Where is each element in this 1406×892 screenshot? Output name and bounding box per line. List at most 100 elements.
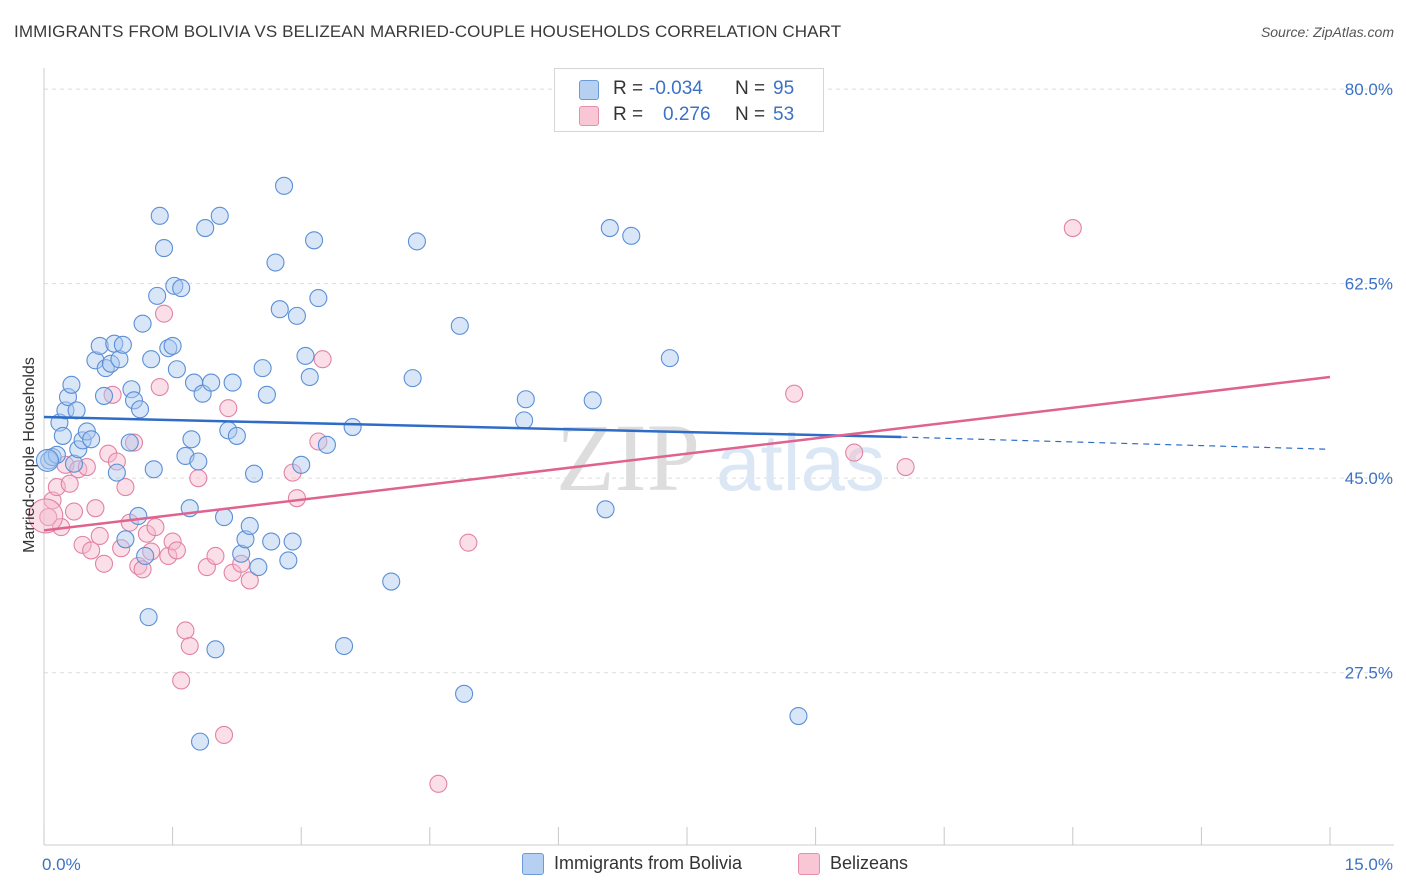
- bolivia-point: [120, 433, 139, 452]
- bolivia-point: [583, 391, 602, 410]
- legend-n-value: 53: [773, 104, 795, 125]
- bolivia-trend-line: [43, 415, 902, 439]
- bolivia-point: [101, 354, 120, 373]
- bolivia-point: [190, 732, 210, 751]
- bolivia-point: [266, 253, 285, 272]
- bolivia-point-cluster: [35, 448, 59, 472]
- bolivia-point: [244, 464, 264, 483]
- bolivia-point: [133, 314, 152, 333]
- bolivia-point: [154, 239, 174, 258]
- belizeans-point: [116, 478, 135, 497]
- belizeans-point: [167, 541, 186, 560]
- bolivia-point: [236, 530, 255, 549]
- y-axis-label: Married-couple Households: [21, 357, 38, 553]
- correlation-legend: R = -0.034 N = 95 R = 0.276 N = 53: [554, 68, 824, 132]
- bolivia-point: [403, 369, 422, 388]
- legend-r-label: R =: [613, 78, 644, 99]
- belizeans-point: [176, 621, 195, 640]
- legend-r-value: -0.034: [649, 78, 703, 99]
- bolivia-point: [309, 289, 328, 308]
- bolivia-point: [257, 385, 276, 404]
- belize-legend-label: Belizeans: [830, 853, 909, 873]
- belizeans-point: [146, 518, 165, 537]
- bolivia-point: [150, 206, 169, 225]
- belizeans-point: [133, 560, 152, 579]
- trend-lines: [43, 375, 1331, 532]
- belizeans-point: [1063, 219, 1082, 238]
- tick-labels: 27.5% 45.0% 62.5% 80.0% 0.0% 15.0%: [42, 80, 1393, 874]
- y-tick-label: 45.0%: [1345, 469, 1393, 488]
- belizeans-point: [154, 304, 174, 323]
- bolivia-swatch: [579, 80, 599, 100]
- bolivia-point: [516, 390, 535, 409]
- bolivia-point: [292, 455, 311, 474]
- legend-r-value: 0.276: [663, 104, 711, 125]
- belizeans-point: [459, 533, 478, 552]
- bolivia-point: [144, 460, 163, 479]
- bolivia-point: [122, 380, 141, 399]
- belize-legend-swatch: [798, 853, 820, 875]
- bolivia-point: [148, 286, 167, 305]
- bolivia-point: [343, 417, 362, 437]
- bolivia-point: [455, 684, 474, 703]
- bolivia-point: [82, 430, 101, 449]
- bolivia-point: [300, 367, 319, 387]
- belizeans-point: [94, 554, 114, 573]
- belizeans-point: [60, 474, 79, 493]
- legend-n-value: 95: [773, 78, 795, 99]
- belizeans-point: [896, 458, 915, 477]
- belizeans-point: [189, 469, 208, 488]
- belizeans-point: [82, 541, 101, 560]
- bolivia-point: [165, 276, 184, 295]
- bolivia-point: [182, 430, 201, 449]
- belizeans-point: [86, 499, 105, 518]
- bolivia-point: [275, 176, 294, 195]
- belizeans-point: [240, 571, 259, 590]
- bolivia-point: [116, 530, 135, 549]
- bolivia-point: [214, 508, 234, 527]
- bolivia-point: [270, 300, 289, 319]
- belizeans-point: [785, 384, 804, 403]
- bolivia-point: [240, 516, 259, 536]
- bolivia-legend-swatch: [522, 853, 544, 875]
- bolivia-point: [227, 426, 246, 445]
- belize-swatch: [579, 106, 599, 126]
- bolivia-point: [296, 346, 315, 365]
- bolivia-point: [202, 373, 221, 392]
- bolivia-point: [107, 463, 126, 482]
- belizeans-point: [73, 535, 92, 554]
- belizeans-point: [163, 532, 182, 551]
- bolivia-point: [206, 640, 225, 659]
- bolivia-point: [789, 707, 808, 726]
- bolivia-point: [305, 231, 324, 250]
- watermark-zip: ZIP: [556, 404, 700, 511]
- bolivia-point: [67, 401, 86, 420]
- bolivia-point: [210, 206, 229, 225]
- belizeans-point: [124, 433, 144, 452]
- chart-title: IMMIGRANTS FROM BOLIVIA VS BELIZEAN MARR…: [14, 22, 842, 41]
- bolivia-point: [113, 335, 132, 354]
- belizeans-point: [287, 489, 306, 508]
- belizeans-point: [313, 350, 332, 369]
- source-credit: Source: ZipAtlas.com: [1260, 24, 1394, 40]
- bolivia-point: [130, 400, 150, 419]
- y-tick-label: 62.5%: [1345, 275, 1393, 294]
- belizeans-point: [150, 377, 169, 397]
- bolivia-trend-extension: [901, 436, 1331, 450]
- bolivia-point: [382, 572, 401, 591]
- bolivia-point: [163, 336, 182, 355]
- belizeans-point: [429, 774, 448, 793]
- watermark: ZIP atlas: [556, 404, 885, 511]
- bolivia-point: [660, 349, 679, 368]
- bolivia-point: [53, 426, 72, 445]
- legend-n-label: N =: [735, 104, 766, 125]
- bolivia-point: [139, 608, 158, 627]
- belizeans-point: [159, 546, 178, 566]
- bolivia-point: [172, 279, 191, 298]
- bolivia-point: [450, 316, 469, 335]
- bolivia-point: [407, 232, 426, 251]
- bolivia-point: [262, 532, 281, 551]
- bolivia-point: [283, 532, 302, 551]
- bolivia-point: [196, 219, 215, 238]
